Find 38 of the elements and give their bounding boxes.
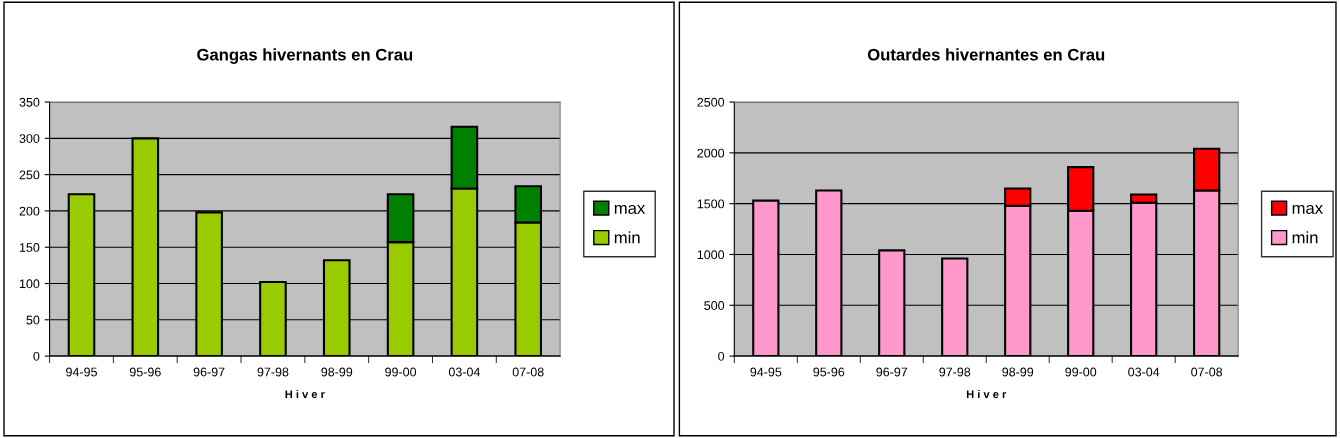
legend-label: min <box>614 231 640 244</box>
y-tick-label: 0 <box>718 351 725 361</box>
legend-label: max <box>614 204 646 215</box>
x-tick-label: 95-96 <box>813 367 845 377</box>
chart-title: Outardes hivernantes en Crau <box>867 48 1105 61</box>
legend-label: max <box>1292 204 1323 215</box>
x-tick-label: 99-00 <box>385 367 417 377</box>
x-tick-label: 07-08 <box>1191 367 1223 377</box>
y-tick-label: 2500 <box>697 97 725 107</box>
x-tick-label: 03-04 <box>1128 367 1160 377</box>
legend-label: min <box>1292 231 1318 244</box>
y-tick-label: 100 <box>19 279 40 289</box>
x-tick-label: 99-00 <box>1065 367 1097 377</box>
y-tick-label: 300 <box>19 134 40 143</box>
x-tick-label: 94-95 <box>66 367 97 377</box>
y-tick-label: 150 <box>19 243 40 252</box>
y-tick-label: 200 <box>19 206 40 216</box>
chart-title: Gangas hivernants en Crau <box>197 48 413 64</box>
x-tick-label: 97-98 <box>939 367 971 377</box>
x-tick-label: 03-04 <box>448 367 481 377</box>
x-tick-label: 95-96 <box>129 367 161 377</box>
y-tick-label: 1000 <box>697 250 725 260</box>
y-tick-label: 1500 <box>697 199 725 209</box>
y-tick-label: 350 <box>19 97 40 107</box>
x-axis-title: H i v e r <box>966 389 1007 399</box>
x-tick-label: 98-99 <box>321 367 353 377</box>
x-tick-label: 96-97 <box>193 367 225 377</box>
y-tick-label: 250 <box>19 170 40 180</box>
y-tick-label: 0 <box>33 351 40 361</box>
y-tick-label: 50 <box>26 315 40 325</box>
y-tick-label: 2000 <box>697 148 725 158</box>
y-tick-label: 500 <box>704 301 725 310</box>
x-tick-label: 07-08 <box>512 367 544 377</box>
x-axis-title: H i v e r <box>285 389 325 399</box>
x-tick-label: 97-98 <box>257 367 289 377</box>
x-tick-label: 98-99 <box>1002 367 1034 377</box>
x-tick-label: 96-97 <box>876 367 908 377</box>
x-tick-label: 94-95 <box>750 367 782 377</box>
